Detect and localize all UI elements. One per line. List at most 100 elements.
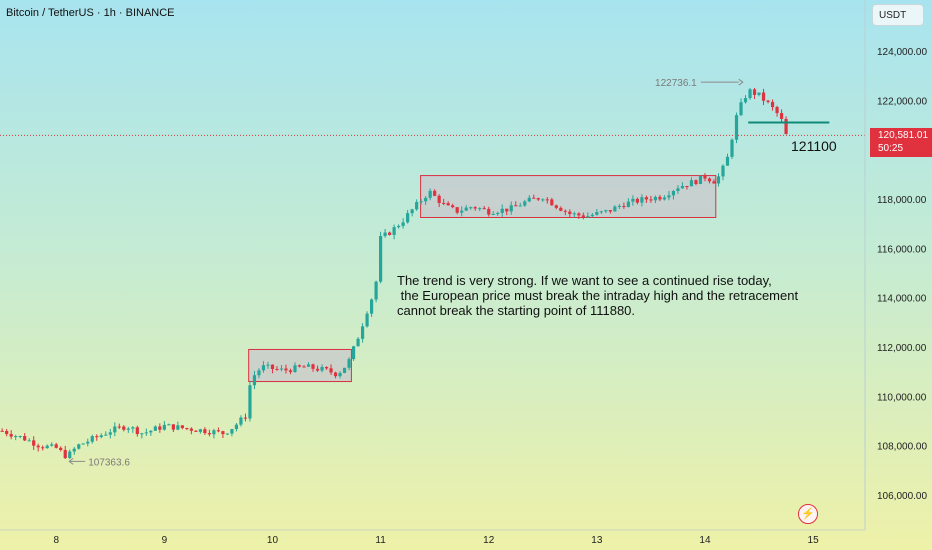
- candle-up: [306, 364, 311, 367]
- candle-up: [491, 214, 495, 216]
- price-tick-label: 118,000.00: [877, 195, 927, 206]
- candle-up: [379, 235, 383, 282]
- candle-down: [158, 426, 162, 430]
- candle-up: [86, 441, 90, 444]
- time-tick-label: 10: [267, 535, 279, 546]
- candle-down: [135, 427, 139, 435]
- candle-down: [482, 208, 486, 210]
- candle-up: [342, 367, 347, 373]
- candle-up: [509, 205, 513, 212]
- candle-up: [338, 372, 342, 377]
- candle-down: [315, 368, 320, 371]
- candle-up: [365, 313, 369, 327]
- price-tick-label: 116,000.00: [877, 244, 927, 255]
- candle-down: [770, 101, 775, 108]
- candle-up: [419, 201, 423, 203]
- candle-down: [288, 370, 293, 373]
- candle-up: [162, 424, 166, 430]
- candle-up: [99, 435, 103, 438]
- candle-up: [252, 375, 257, 386]
- candle-up: [392, 227, 396, 235]
- candle-up: [397, 225, 401, 228]
- candle-up: [676, 188, 680, 192]
- candle-down: [644, 197, 649, 200]
- lightning-icon[interactable]: ⚡: [798, 504, 818, 524]
- candle-up: [239, 417, 243, 425]
- price-axis[interactable]: 106,000.00 108,000.00 110,000.00 112,000.00…: [864, 0, 927, 530]
- candle-up: [604, 210, 608, 212]
- time-tick-label: 9: [162, 535, 168, 546]
- candle-up: [496, 212, 500, 215]
- candle-up: [369, 299, 374, 314]
- candle-up: [748, 89, 752, 99]
- candle-up: [464, 207, 468, 211]
- candle-up: [45, 445, 49, 449]
- candle-down: [779, 113, 784, 119]
- price-tick-label: 124,000.00: [877, 47, 927, 58]
- candle-down: [117, 426, 121, 428]
- candle-up: [374, 281, 378, 300]
- candle-down: [23, 436, 27, 441]
- candle-up: [667, 195, 671, 198]
- candle-up: [351, 346, 356, 360]
- candle-up: [716, 176, 721, 184]
- price-tick-label: 114,000.00: [877, 294, 927, 305]
- candle-up: [523, 201, 527, 206]
- candle-up: [401, 222, 405, 226]
- candle-up: [68, 451, 72, 459]
- candle-up: [149, 430, 153, 433]
- candle-down: [9, 434, 13, 437]
- symbol-title[interactable]: Bitcoin / TetherUS · 1h · BINANCE: [6, 7, 175, 19]
- candle-down: [324, 367, 329, 369]
- candle-down: [451, 205, 455, 208]
- candle-down: [685, 185, 689, 187]
- candle-down: [550, 199, 554, 206]
- candle-down: [333, 372, 338, 377]
- candle-up: [108, 432, 112, 435]
- candle-up: [248, 385, 252, 419]
- candle-up: [572, 213, 576, 215]
- candle-down: [270, 364, 275, 369]
- candle-down: [532, 197, 536, 199]
- candle-down: [577, 213, 581, 216]
- candle-up: [662, 197, 667, 200]
- candle-down: [36, 445, 40, 448]
- candle-up: [721, 165, 725, 177]
- candle-down: [194, 430, 198, 432]
- candle-up: [176, 425, 180, 430]
- analysis-note[interactable]: The trend is very strong. If we want to …: [397, 273, 799, 318]
- candle-up: [595, 212, 599, 215]
- candle-down: [5, 430, 9, 435]
- candle-up: [293, 365, 297, 373]
- extreme-markers: 122736.1 107363.6: [68, 78, 830, 468]
- candle-up: [18, 436, 22, 438]
- low-marker-arrow: [68, 457, 74, 465]
- candle-down: [658, 196, 662, 200]
- candle-up: [153, 426, 157, 431]
- price-tick-label: 122,000.00: [877, 96, 927, 107]
- level-label[interactable]: 121100: [791, 138, 837, 154]
- candle-down: [514, 205, 518, 207]
- candle-up: [140, 433, 144, 435]
- bar-countdown: 50:25: [878, 143, 904, 154]
- candle-down: [775, 107, 779, 114]
- candle-up: [212, 430, 216, 435]
- candle-up: [518, 205, 522, 207]
- candle-down: [563, 210, 567, 212]
- candle-up: [698, 175, 703, 185]
- candle-up: [469, 207, 473, 209]
- current-price-tag: 120,581.01 50:25: [870, 128, 932, 157]
- currency-button[interactable]: USDT: [872, 4, 924, 26]
- candle-down: [761, 92, 766, 101]
- candle-up: [541, 199, 545, 201]
- candle-up: [50, 444, 54, 446]
- candle-up: [500, 208, 504, 213]
- candle-down: [207, 433, 212, 435]
- candle-up: [144, 432, 148, 434]
- candle-up: [730, 139, 734, 157]
- candle-up: [743, 98, 748, 103]
- candle-up: [230, 429, 234, 434]
- candle-down: [694, 180, 698, 185]
- time-axis[interactable]: 8 9 10 11 12 13 14 15: [0, 529, 865, 546]
